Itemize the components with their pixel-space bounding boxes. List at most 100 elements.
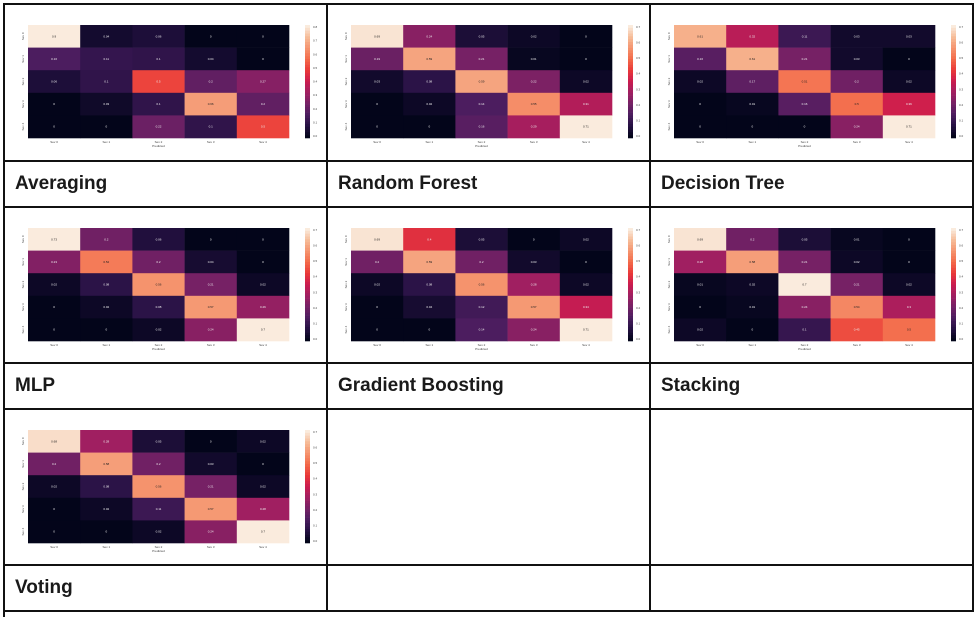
cell-value-label: 0.11 — [103, 57, 109, 61]
colorbar-segment — [951, 329, 956, 333]
colorbar-segment — [305, 132, 310, 136]
x-tick-label: Sev 2 — [801, 140, 809, 144]
x-tick-label: Sev 0 — [696, 343, 704, 347]
colorbar-segment — [628, 242, 633, 246]
cell-value-label: 0 — [376, 102, 378, 106]
colorbar-segment — [951, 324, 956, 328]
colorbar-segment — [628, 109, 633, 113]
cell-value-label: 0.03 — [531, 260, 537, 264]
cell-value-label: 0.06 — [156, 34, 162, 38]
colorbar-tick-label: 0.7 — [313, 228, 318, 232]
cell-value-label: 0.05 — [479, 237, 485, 241]
heatmap-cell — [674, 25, 727, 48]
colorbar-segment — [628, 307, 633, 311]
colorbar-segment — [628, 228, 633, 232]
colorbar-segment — [951, 67, 956, 71]
colorbar-segment — [951, 315, 956, 319]
colorbar-segment — [951, 50, 956, 54]
cell-value-label: 0.69 — [374, 237, 380, 241]
x-tick-label: Sev 2 — [155, 545, 163, 549]
colorbar-segment — [951, 41, 956, 46]
y-tick-label: Sev 3 — [21, 303, 25, 311]
colorbar-segment — [628, 92, 633, 96]
colorbar-segment — [305, 287, 310, 291]
cell-value-label: 0 — [53, 125, 55, 129]
colorbar-tick-label: 0.4 — [636, 275, 641, 279]
colorbar-segment — [628, 75, 633, 79]
heatmap-cell — [132, 520, 185, 544]
cell-value-label: 0.2 — [479, 260, 484, 264]
heatmap-cell — [236, 318, 290, 342]
heatmap-cell — [28, 273, 81, 297]
colorbar-segment — [305, 326, 310, 330]
y-tick-label: Sev 2 — [344, 280, 348, 288]
colorbar-segment — [628, 244, 633, 249]
heatmap-cell — [455, 250, 508, 274]
colorbar-segment — [628, 309, 633, 314]
heatmap-cell — [726, 70, 779, 94]
colorbar-segment — [951, 281, 956, 285]
colorbar-segment — [305, 25, 310, 29]
x-axis-label: Predicted — [798, 347, 811, 351]
colorbar-segment — [305, 95, 310, 99]
x-tick-label: Sev 3 — [207, 343, 215, 347]
colorbar-segment — [951, 132, 956, 136]
colorbar-tick-label: 0.0 — [313, 539, 318, 543]
cell-value-label: 0 — [376, 125, 378, 129]
cell-value-label: 0.69 — [697, 237, 703, 241]
heatmap-cell — [132, 273, 185, 297]
heatmap-cell — [236, 295, 290, 319]
colorbar-segment — [305, 64, 310, 68]
cell-value-label: 0.66 — [208, 102, 214, 106]
y-tick-label: Sev 0 — [21, 235, 25, 243]
cell-value-label: 0.03 — [906, 34, 912, 38]
colorbar-segment — [305, 301, 310, 305]
cell-value-label: 0.5 — [156, 80, 161, 84]
colorbar-segment — [951, 326, 956, 330]
heatmap-cell — [80, 497, 133, 521]
colorbar-segment — [628, 326, 633, 330]
cell-value-label: 0.02 — [583, 237, 589, 241]
colorbar-segment — [305, 452, 310, 456]
heatmap-cell — [830, 25, 884, 48]
heatmap-cell — [132, 452, 185, 476]
cell-value-label: 0.52 — [103, 260, 109, 264]
label-random-forest: Random Forest — [328, 162, 651, 208]
colorbar-segment — [305, 87, 310, 91]
heatmap-cell — [882, 273, 936, 297]
heatmap-cell — [882, 318, 936, 342]
y-tick-label: Sev 4 — [21, 326, 25, 334]
colorbar-segment — [305, 106, 310, 111]
heatmap-cell — [507, 115, 561, 139]
heatmap-cell — [403, 25, 456, 48]
heatmap-cell — [28, 295, 81, 319]
colorbar-segment — [951, 332, 956, 336]
colorbar-segment — [951, 58, 956, 63]
cell-value-label: 0 — [210, 237, 212, 241]
y-tick-label: Sev 0 — [21, 437, 25, 445]
colorbar-segment — [951, 307, 956, 311]
colorbar-segment — [305, 270, 310, 274]
colorbar-segment — [305, 58, 310, 63]
cell-value-label: 0 — [210, 34, 212, 38]
colorbar-segment — [951, 298, 956, 302]
colorbar-segment — [951, 236, 956, 240]
heatmap-cell — [830, 250, 884, 274]
heatmap-cell — [559, 92, 613, 116]
cell-value-label: 0.2 — [209, 80, 214, 84]
colorbar-tick-label: 0.3 — [959, 87, 964, 91]
heatmap-cell — [726, 25, 779, 48]
heatmap-cell — [830, 273, 884, 297]
cell-value-label: 0.02 — [51, 283, 57, 287]
colorbar-segment — [628, 335, 633, 339]
colorbar-segment — [305, 121, 310, 125]
colorbar-segment — [305, 455, 310, 459]
chart-cell-random-forest: 0.69 0.24 0.05 0.02 0 0.19 0.59 0.21 0.01 0 0.03 0.… — [328, 5, 651, 162]
colorbar-segment — [951, 118, 956, 122]
colorbar-segment — [305, 244, 310, 249]
x-axis-label: Predicted — [152, 144, 165, 148]
x-tick-label: Sev 3 — [207, 140, 215, 144]
colorbar-segment — [305, 540, 310, 544]
cell-value-label: 0.23 — [51, 260, 57, 264]
heatmap-cell — [80, 520, 133, 544]
